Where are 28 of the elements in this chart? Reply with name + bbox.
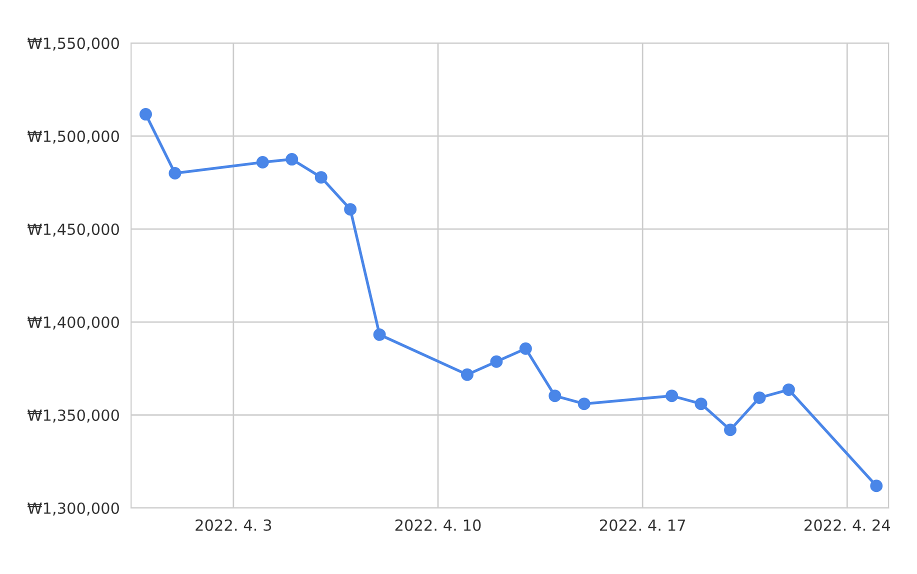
point (782, 383, 795, 396)
point (373, 328, 386, 341)
point (286, 153, 298, 166)
x-tick-label: 2022. 4. 24 (804, 519, 890, 531)
point (344, 203, 357, 216)
x-tick-label: 2022. 4. 3 (196, 519, 272, 531)
point (256, 156, 269, 169)
point (460, 368, 474, 381)
point (753, 391, 766, 404)
y-tick-label: ₩1,350,000 (28, 409, 120, 423)
point (694, 398, 708, 410)
y-tick-label: ₩1,550,000 (28, 38, 120, 51)
point (666, 390, 678, 402)
x-tick-label: 2022. 4. 17 (600, 519, 686, 531)
y-tick-label: ₩1,500,000 (28, 130, 120, 144)
point (724, 424, 737, 436)
point (314, 171, 328, 184)
point (870, 480, 883, 492)
y-tick-label: ₩1,450,000 (28, 223, 120, 237)
point (519, 342, 532, 355)
x-tick-label: 2022. 4. 10 (395, 519, 481, 531)
point (490, 355, 503, 368)
point (168, 166, 182, 180)
point (139, 108, 152, 121)
point (548, 390, 562, 402)
point (578, 398, 590, 410)
y-tick-label: ₩1,300,000 (28, 502, 120, 516)
y-tick-label: ₩1,400,000 (28, 316, 120, 330)
